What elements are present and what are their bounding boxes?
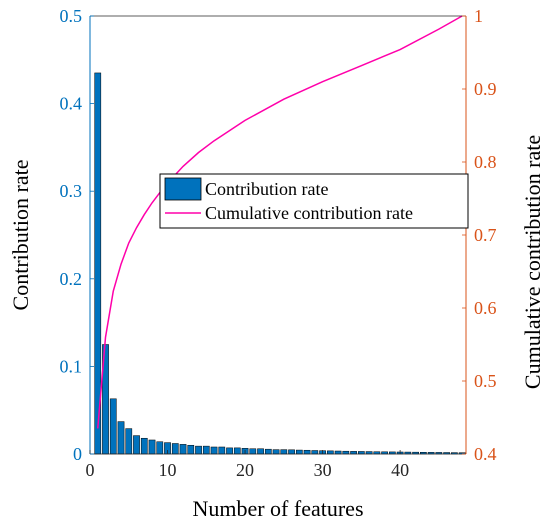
bar (187, 444, 195, 455)
bar (202, 445, 210, 455)
bar (179, 444, 187, 455)
legend: Contribution rate Cumulative contributio… (159, 173, 469, 229)
legend-label-cumulative: Cumulative contribution rate (205, 203, 413, 223)
left-y-tick-label: 0.5 (60, 6, 83, 26)
x-tick-label: 30 (314, 460, 332, 480)
left-y-tick-label: 0.2 (60, 269, 83, 289)
x-axis-title: Number of features (192, 496, 363, 521)
left-y-tick-label: 0.3 (60, 181, 83, 201)
x-axis-ticks: 0 10 20 30 40 (86, 450, 409, 480)
right-y-tick-label: 0.7 (474, 225, 497, 245)
bar (280, 449, 288, 455)
bar (342, 450, 350, 455)
left-y-tick-label: 0.4 (60, 94, 83, 114)
bar (140, 437, 148, 455)
right-y-tick-label: 0.4 (474, 444, 497, 464)
bar (218, 446, 226, 455)
bar (133, 435, 140, 455)
right-y-axis-ticks: 0.4 0.5 0.6 0.7 0.8 0.9 1 (462, 6, 497, 464)
bar (109, 398, 117, 455)
right-y-tick-label: 0.6 (474, 298, 497, 318)
left-y-tick-label: 0.1 (60, 356, 83, 376)
bar (156, 441, 164, 455)
right-y-tick-label: 0.5 (474, 371, 497, 391)
left-y-axis-title: Contribution rate (8, 160, 33, 311)
bar (171, 443, 179, 455)
bar (148, 439, 156, 455)
legend-label-contribution: Contribution rate (205, 179, 328, 199)
right-y-tick-label: 0.8 (474, 152, 497, 172)
bar (249, 448, 257, 455)
left-y-tick-label: 0 (73, 444, 82, 464)
bar (210, 446, 218, 455)
x-tick-label: 40 (391, 460, 409, 480)
bar (326, 450, 334, 455)
bar (257, 448, 264, 455)
bar (303, 449, 311, 455)
bar (272, 449, 280, 455)
x-tick-label: 10 (159, 460, 177, 480)
bar (295, 449, 303, 455)
right-y-tick-label: 0.9 (474, 79, 497, 99)
legend-bar-swatch (164, 177, 202, 201)
bar (195, 445, 202, 455)
cumulative-line (97, 15, 463, 429)
left-y-axis-ticks: 0 0.1 0.2 0.3 0.4 0.5 (60, 6, 94, 464)
bar (233, 447, 241, 455)
bar (311, 450, 319, 455)
bar-series (94, 72, 466, 455)
right-y-axis-title: Cumulative contribution rate (520, 135, 545, 389)
bar (117, 421, 125, 455)
bar (334, 450, 342, 455)
x-tick-label: 20 (236, 460, 254, 480)
bar (264, 448, 272, 455)
right-y-tick-label: 1 (474, 6, 483, 26)
bar (288, 449, 295, 455)
x-tick-label: 0 (86, 460, 95, 480)
bar (125, 428, 133, 455)
legend-box (159, 173, 469, 229)
bar (226, 447, 233, 455)
